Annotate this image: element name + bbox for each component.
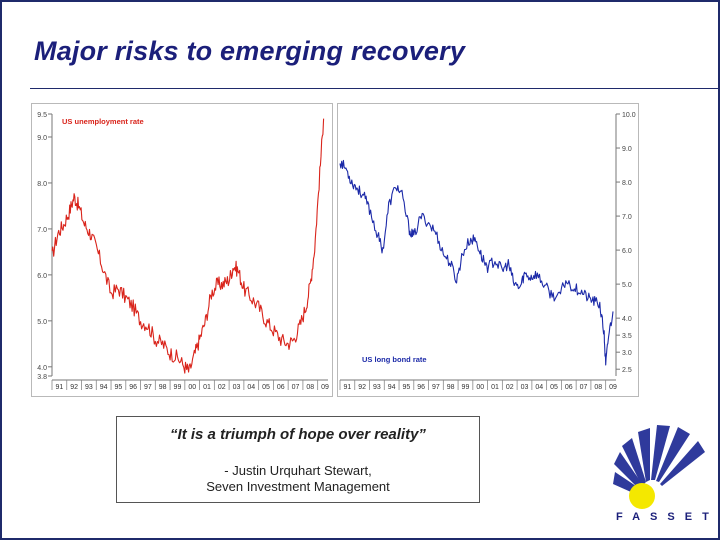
x-tick-label: 08	[594, 384, 602, 391]
y-tick-label: 8.0	[622, 180, 632, 187]
y-tick-label: 4.0	[622, 316, 632, 323]
x-tick-label: 02	[506, 384, 514, 391]
attribution-company: Seven Investment Management	[206, 479, 390, 494]
y-tick-label: 3.5	[622, 333, 632, 340]
x-tick-label: 01	[491, 384, 499, 391]
x-tick-label: 09	[321, 384, 329, 391]
y-tick-label: 9.0	[622, 146, 632, 153]
x-tick-label: 01	[203, 384, 211, 391]
unemployment-chart: 9.5 9.0 8.0 7.0 6.0 5.0 4.0 3.8 91 92 93 94 95 96 97 98…	[37, 112, 329, 391]
x-tick-label: 05	[550, 384, 558, 391]
series-line	[339, 159, 614, 366]
attribution-name: - Justin Urquhart Stewart,	[224, 463, 372, 478]
y-tick-label: 4.0	[37, 365, 47, 372]
y-tick-label: 9.0	[37, 135, 47, 142]
series-label: US long bond rate	[362, 355, 427, 364]
x-tick-label: 03	[233, 384, 241, 391]
x-tick-label: 06	[277, 384, 285, 391]
quote-text: “It is a triumph of hope over reality”	[170, 426, 426, 443]
title-divider	[30, 88, 720, 89]
x-tick-label: 98	[159, 384, 167, 391]
x-tick-label: 96	[417, 384, 425, 391]
bond-rate-chart: 10.0 9.0 8.0 7.0 6.0 5.0 4.0 3.5 3.0 2.5 91 92 93 94 9…	[339, 112, 636, 391]
quote-attribution: - Justin Urquhart Stewart, Seven Investm…	[117, 463, 479, 495]
x-tick-label: 00	[188, 384, 196, 391]
series-label: US unemployment rate	[62, 117, 144, 126]
series-line	[51, 118, 325, 374]
x-tick-label: 93	[373, 384, 381, 391]
x-tick-label: 05	[262, 384, 270, 391]
y-tick-label: 3.0	[622, 350, 632, 357]
fasset-logo-icon	[613, 425, 705, 509]
x-tick-label: 04	[535, 384, 543, 391]
y-tick-label: 10.0	[622, 112, 636, 119]
x-tick-label: 03	[521, 384, 529, 391]
y-tick-label: 6.0	[622, 248, 632, 255]
y-tick-label: 6.0	[37, 273, 47, 280]
x-tick-label: 95	[115, 384, 123, 391]
x-tick-label: 09	[609, 384, 617, 391]
x-tick-label: 91	[55, 384, 63, 391]
x-tick-label: 94	[100, 384, 108, 391]
x-tick-label: 07	[580, 384, 588, 391]
quote-box: “It is a triumph of hope over reality” -…	[116, 416, 480, 503]
x-tick-label: 93	[85, 384, 93, 391]
y-tick-label: 2.5	[622, 367, 632, 374]
y-tick-label: 8.0	[37, 181, 47, 188]
y-tick-label: 7.0	[37, 227, 47, 234]
y-tick-label: 3.8	[37, 374, 47, 381]
x-tick-label: 92	[358, 384, 366, 391]
x-tick-label: 00	[476, 384, 484, 391]
unemployment-chart-panel: 9.5 9.0 8.0 7.0 6.0 5.0 4.0 3.8 91 92 93 94 95 96 97 98…	[31, 103, 333, 397]
x-tick-label: 97	[432, 384, 440, 391]
x-tick-label: 95	[403, 384, 411, 391]
y-tick-label: 7.0	[622, 214, 632, 221]
slide-title: Major risks to emerging recovery	[34, 36, 466, 66]
x-tick-label: 92	[70, 384, 78, 391]
x-tick-label: 94	[388, 384, 396, 391]
x-tick-label: 99	[462, 384, 470, 391]
x-tick-label: 07	[292, 384, 300, 391]
logo-wordmark: FASSET	[616, 511, 719, 523]
y-tick-label: 5.0	[622, 282, 632, 289]
y-tick-label: 9.5	[37, 112, 47, 119]
bond-rate-chart-panel: 10.0 9.0 8.0 7.0 6.0 5.0 4.0 3.5 3.0 2.5 91 92 93 94 9…	[337, 103, 639, 397]
x-tick-label: 97	[144, 384, 152, 391]
x-tick-label: 02	[218, 384, 226, 391]
y-tick-label: 5.0	[37, 319, 47, 326]
x-tick-label: 98	[447, 384, 455, 391]
x-tick-label: 91	[343, 384, 351, 391]
x-tick-label: 08	[306, 384, 314, 391]
x-tick-label: 06	[565, 384, 573, 391]
x-tick-label: 04	[247, 384, 255, 391]
x-tick-label: 96	[129, 384, 137, 391]
x-tick-label: 99	[174, 384, 182, 391]
